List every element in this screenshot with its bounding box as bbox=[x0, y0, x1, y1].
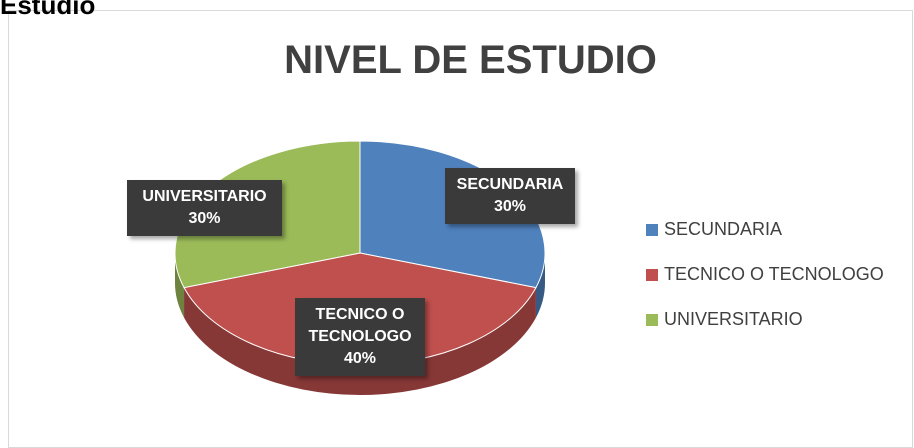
data-label: TECNICO O TECNOLOGO 40% bbox=[295, 298, 425, 376]
legend-item: TECNICO O TECNOLOGO bbox=[646, 264, 884, 285]
data-label: SECUNDARIA 30% bbox=[445, 168, 575, 224]
chart-title: NIVEL DE ESTUDIO bbox=[284, 38, 657, 82]
legend-swatch bbox=[646, 268, 658, 281]
data-label-category: TECNICO O TECNOLOGO bbox=[308, 306, 412, 345]
data-label-category: UNIVERSITARIO bbox=[142, 188, 267, 205]
data-label: UNIVERSITARIO 30% bbox=[127, 180, 282, 236]
legend-label: TECNICO O TECNOLOGO bbox=[664, 264, 884, 284]
slice-side bbox=[184, 287, 536, 395]
legend-swatch bbox=[646, 313, 658, 326]
slice-side bbox=[535, 253, 545, 318]
slice-side bbox=[175, 253, 185, 318]
legend-item: UNIVERSITARIO bbox=[646, 309, 803, 330]
legend-swatch bbox=[646, 223, 658, 236]
data-label-value: 30% bbox=[188, 210, 221, 227]
legend-label: SECUNDARIA bbox=[664, 219, 783, 239]
data-label-category: SECUNDARIA bbox=[456, 176, 564, 193]
legend-item: SECUNDARIA bbox=[646, 219, 782, 240]
data-label-value: 30% bbox=[493, 198, 527, 215]
legend-label: UNIVERSITARIO bbox=[664, 309, 803, 329]
heading: Estudio bbox=[0, 0, 96, 20]
data-label-value: 40% bbox=[343, 350, 377, 367]
